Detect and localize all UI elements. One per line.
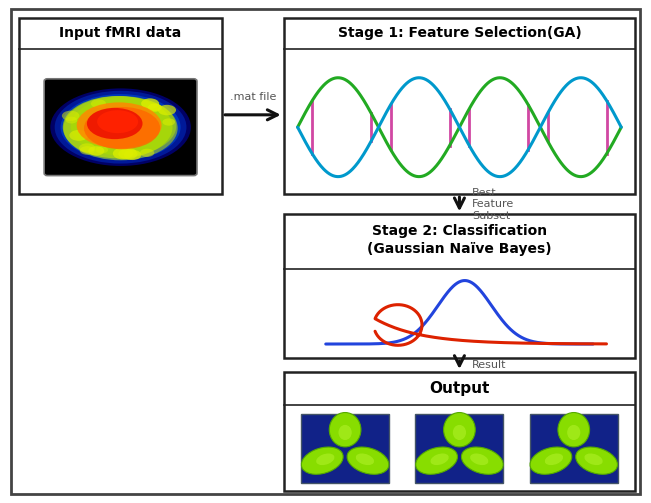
Text: Input fMRI data: Input fMRI data: [59, 26, 182, 40]
Ellipse shape: [61, 94, 180, 160]
Ellipse shape: [470, 454, 488, 465]
Bar: [19, 18, 222, 194]
Ellipse shape: [70, 130, 89, 141]
Ellipse shape: [77, 103, 161, 148]
Ellipse shape: [141, 99, 159, 109]
Ellipse shape: [62, 111, 79, 121]
Ellipse shape: [113, 148, 133, 159]
Bar: [301, 414, 389, 483]
Ellipse shape: [453, 425, 466, 440]
Ellipse shape: [55, 91, 186, 163]
Ellipse shape: [66, 117, 77, 123]
Ellipse shape: [118, 148, 137, 159]
Ellipse shape: [140, 149, 154, 157]
Ellipse shape: [462, 447, 503, 474]
Ellipse shape: [356, 454, 374, 465]
Ellipse shape: [567, 425, 580, 440]
Ellipse shape: [316, 454, 335, 465]
Ellipse shape: [121, 148, 136, 156]
Ellipse shape: [71, 97, 176, 155]
Ellipse shape: [158, 105, 176, 115]
Bar: [284, 18, 635, 194]
Text: Stage 1: Feature Selection(GA): Stage 1: Feature Selection(GA): [338, 26, 581, 40]
Ellipse shape: [79, 146, 94, 155]
Text: Output: Output: [429, 381, 490, 396]
Ellipse shape: [585, 454, 603, 465]
FancyBboxPatch shape: [44, 79, 197, 176]
Ellipse shape: [50, 89, 191, 166]
Ellipse shape: [88, 146, 104, 155]
Ellipse shape: [91, 99, 106, 108]
Ellipse shape: [443, 412, 475, 447]
Bar: [415, 414, 503, 483]
Ellipse shape: [84, 107, 160, 149]
Ellipse shape: [96, 146, 108, 153]
Ellipse shape: [87, 108, 143, 139]
Ellipse shape: [575, 447, 618, 474]
Ellipse shape: [558, 412, 590, 447]
Ellipse shape: [545, 454, 563, 465]
Ellipse shape: [530, 447, 572, 474]
Ellipse shape: [430, 454, 449, 465]
Ellipse shape: [347, 447, 389, 474]
Text: Best
Feature
Subset: Best Feature Subset: [473, 188, 514, 221]
Bar: [284, 372, 635, 491]
Ellipse shape: [416, 447, 458, 474]
Bar: [284, 214, 635, 359]
Text: Stage 2: Classification
(Gaussian Naïve Bayes): Stage 2: Classification (Gaussian Naïve …: [367, 224, 552, 257]
Ellipse shape: [301, 447, 343, 474]
Ellipse shape: [163, 118, 175, 126]
Text: Result: Result: [473, 360, 507, 370]
Ellipse shape: [64, 96, 178, 160]
Ellipse shape: [329, 412, 361, 447]
Ellipse shape: [339, 425, 352, 440]
Ellipse shape: [62, 96, 173, 158]
Text: .mat file: .mat file: [230, 93, 276, 103]
Ellipse shape: [97, 110, 138, 133]
Ellipse shape: [148, 104, 162, 112]
Ellipse shape: [148, 104, 161, 111]
Ellipse shape: [79, 143, 95, 152]
Bar: [530, 414, 618, 483]
Ellipse shape: [124, 150, 141, 160]
